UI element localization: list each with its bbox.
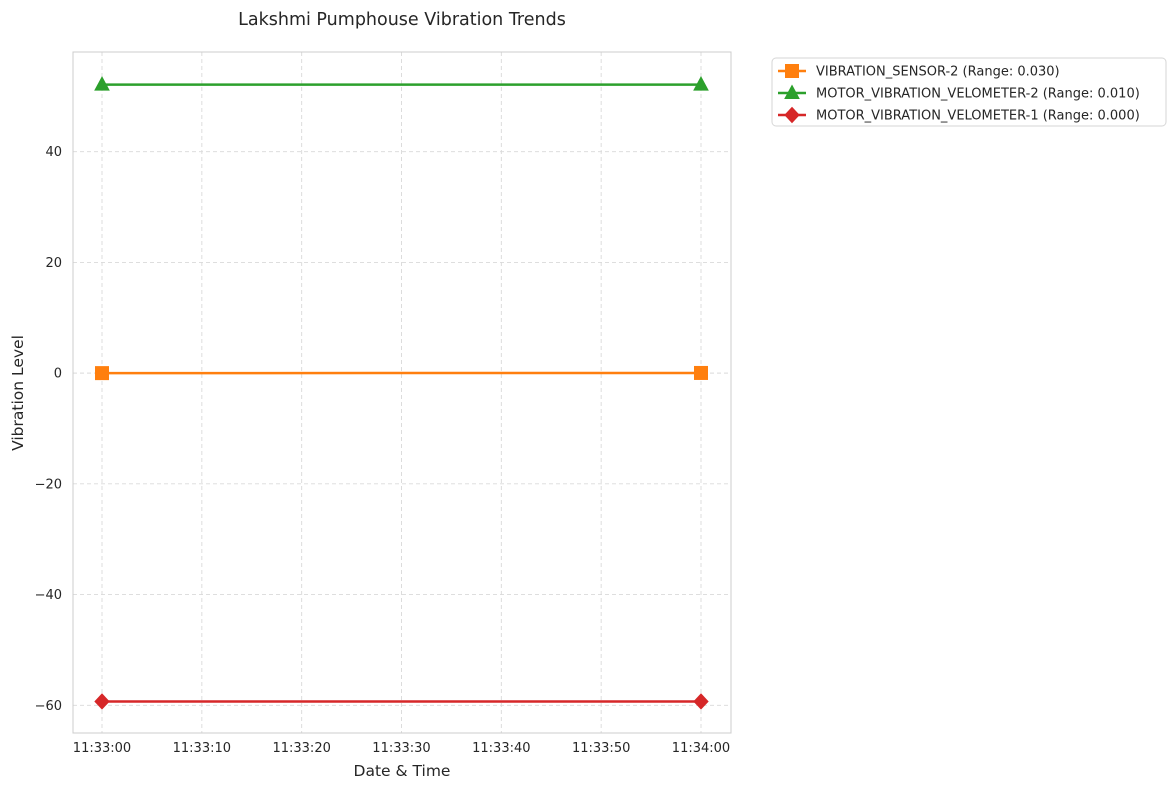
data-point [94, 693, 110, 710]
y-tick-label: 40 [45, 145, 62, 160]
y-tick-label: −40 [35, 588, 62, 603]
x-tick-label: 11:33:00 [73, 741, 131, 756]
y-tick-label: 0 [54, 367, 62, 382]
data-point [95, 366, 109, 381]
plot-area: 11:33:00 11:33:10 11:33:20 11:33:30 11:33:40… [35, 51, 732, 756]
y-tick-label: 20 [45, 256, 62, 271]
legend-marker [784, 84, 800, 99]
x-tick-label: 11:33:50 [572, 741, 630, 756]
legend-box [771, 57, 1167, 127]
x-tick-label: 11:34:00 [672, 741, 730, 756]
x-tick-label: 11:33:20 [272, 741, 330, 756]
legend: VIBRATION_SENSOR-2 (Range: 0.030) MOTOR_V… [771, 57, 1167, 127]
legend-label: MOTOR_VIBRATION_VELOMETER-2 (Range: 0.01… [816, 87, 1140, 102]
x-axis-title: Date & Time [354, 762, 451, 780]
y-tick-label: −20 [35, 477, 62, 492]
data-point [693, 693, 709, 710]
legend-label: MOTOR_VIBRATION_VELOMETER-1 (Range: 0.00… [816, 109, 1140, 124]
legend-label: VIBRATION_SENSOR-2 (Range: 0.030) [816, 65, 1060, 80]
plot-frame [72, 51, 732, 734]
legend-marker [784, 106, 800, 124]
data-point [694, 365, 708, 380]
chart-title: Lakshmi Pumphouse Vibration Trends [238, 10, 566, 30]
y-axis-title: Vibration Level [9, 335, 27, 451]
data-point [693, 76, 709, 91]
x-tick-label: 11:33:40 [472, 741, 530, 756]
x-tick-label: 11:33:30 [372, 741, 430, 756]
legend-marker [785, 64, 799, 78]
y-tick-label: −60 [35, 699, 62, 714]
x-tick-label: 11:33:10 [173, 741, 231, 756]
data-point [94, 76, 110, 91]
